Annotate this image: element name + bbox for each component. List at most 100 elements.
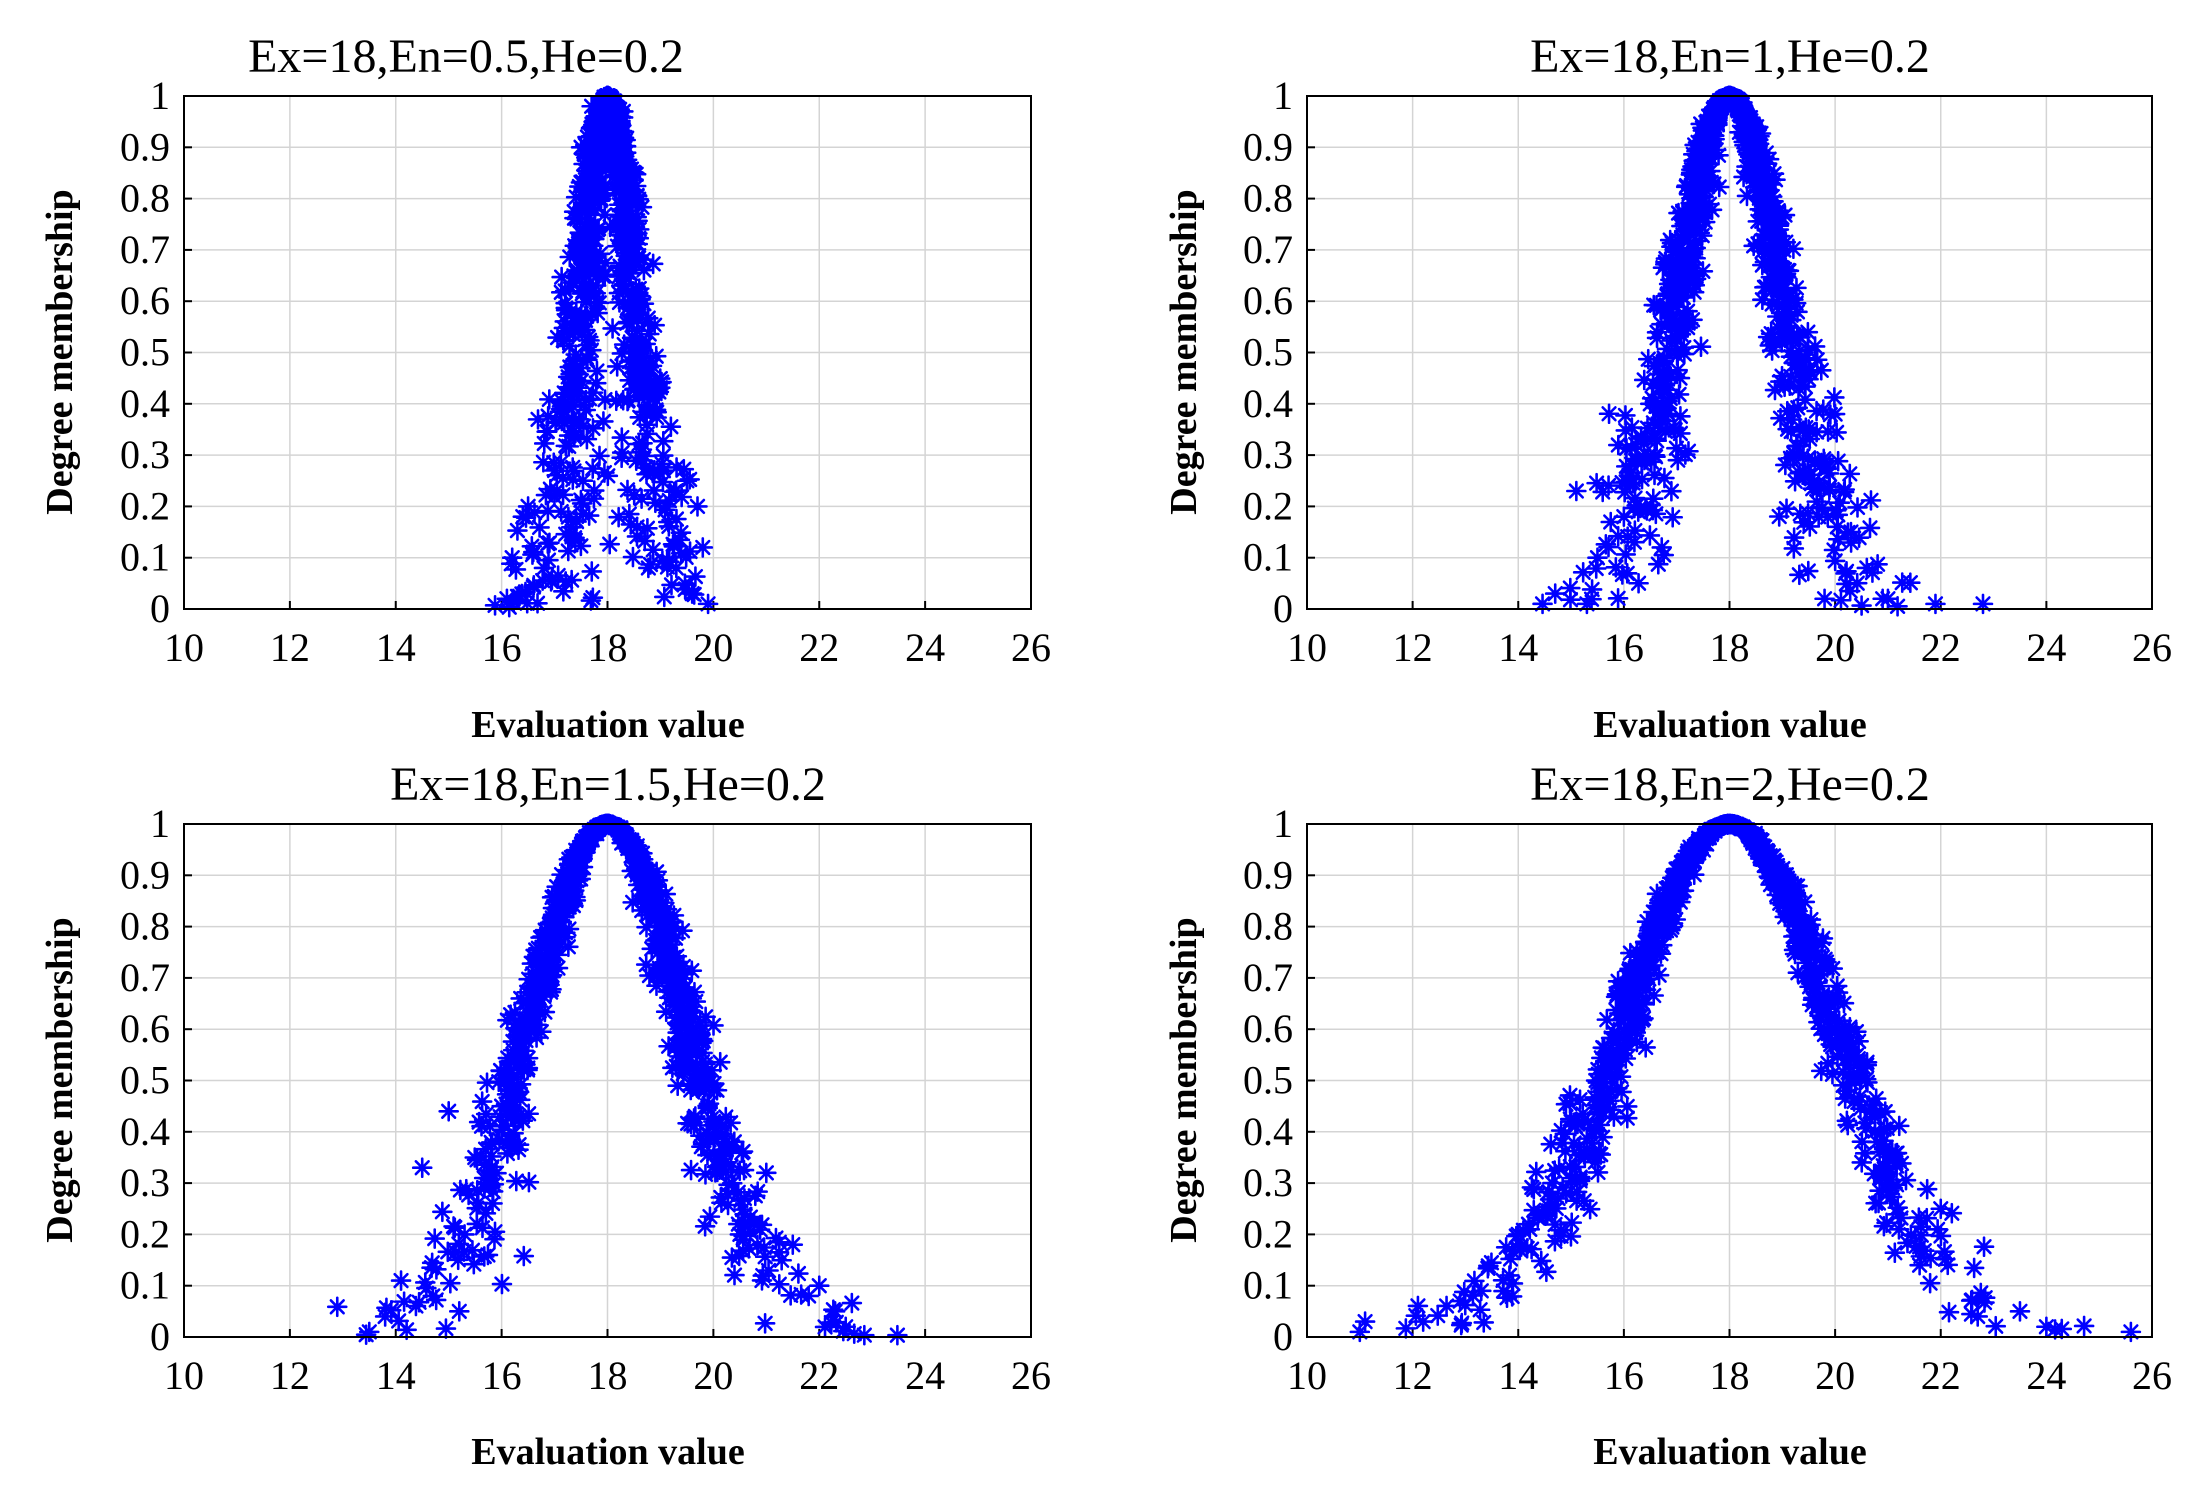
cloud-drop <box>1851 1131 1873 1152</box>
cloud-drop <box>1700 823 1722 844</box>
cloud-drop <box>1796 913 1817 935</box>
cloud-drop <box>479 1115 501 1137</box>
cloud-drop <box>738 1238 760 1259</box>
data-point <box>1412 1311 1434 1332</box>
cloud-drop <box>717 1194 739 1216</box>
cloud-drop <box>1846 572 1868 594</box>
y-tick-label: 1 <box>1273 73 1293 118</box>
cloud-drop <box>582 418 604 439</box>
cloud-drop <box>631 488 652 510</box>
cloud-drop <box>1811 932 1832 954</box>
cloud-drop <box>667 1022 688 1043</box>
cloud-drop <box>1694 211 1716 233</box>
cloud-drop <box>1674 343 1695 365</box>
cloud-drop <box>675 1009 696 1031</box>
cloud-drop <box>1692 186 1713 208</box>
plot-frame <box>183 823 1032 1338</box>
cloud-drop <box>1586 472 1607 494</box>
cloud-drop <box>1833 992 1855 1014</box>
data-point <box>1354 1311 1376 1332</box>
cloud-drop <box>1603 1022 1625 1044</box>
cloud-drop <box>1643 932 1665 953</box>
cloud-drop <box>1775 231 1797 253</box>
cloud-drop <box>1848 1091 1870 1112</box>
cloud-drop <box>1642 373 1664 394</box>
cloud-drop <box>629 381 651 402</box>
cloud-drop <box>1773 239 1795 261</box>
cloud-drop <box>1620 942 1641 964</box>
plot-frame <box>1306 823 2153 1338</box>
cloud-drop <box>635 457 657 478</box>
cloud-drop <box>674 1059 695 1081</box>
cloud-drop <box>1536 1261 1557 1283</box>
cloud-drop <box>504 1002 526 1023</box>
cloud-drop <box>1930 1225 1952 1247</box>
cloud-drop <box>1627 1014 1648 1035</box>
cloud-drop <box>1608 1038 1629 1059</box>
cloud-drop <box>709 1051 731 1073</box>
cloud-drop <box>1725 815 1746 836</box>
cloud-drop <box>1677 317 1698 338</box>
cloud-drop <box>507 586 528 607</box>
x-tick-label: 20 <box>693 625 733 670</box>
cloud-drop <box>611 447 632 469</box>
cloud-drop <box>628 433 650 455</box>
plot-frame <box>1306 95 2153 610</box>
cloud-drop <box>1686 844 1708 866</box>
cloud-drop <box>562 355 584 376</box>
cloud-drop <box>563 426 585 448</box>
cloud-drop <box>599 533 621 555</box>
grid <box>183 823 1032 1338</box>
cloud-drop <box>1794 465 1815 486</box>
cloud-drop <box>1768 219 1790 240</box>
cloud-drop <box>1834 1088 1856 1109</box>
data-point <box>1544 583 1566 604</box>
scatter-panel-en-0-5: Ex=18,En=0.5,He=0.2 10 12 14 16 18 20 22 24 26 0… <box>39 30 1051 746</box>
cloud-drop <box>1763 163 1785 185</box>
cloud-drop <box>495 1093 517 1115</box>
cloud-drop <box>1667 339 1688 361</box>
cloud-drop <box>1659 388 1681 409</box>
cloud-drop <box>655 1001 677 1023</box>
cloud-drop <box>1572 562 1594 583</box>
data-point <box>1745 137 1767 158</box>
cloud-drop <box>568 319 589 341</box>
cloud-drop <box>521 535 543 557</box>
cloud-drop <box>565 875 587 896</box>
cloud-drop <box>490 1060 511 1081</box>
cloud-drop <box>645 492 666 514</box>
data-point <box>1349 1321 1371 1343</box>
x-tick-labels: 10 12 14 16 18 20 22 24 26 <box>1287 625 2172 670</box>
cloud-drop <box>1635 1037 1656 1058</box>
x-tick-label: 18 <box>588 1353 628 1398</box>
cloud-drop <box>1656 398 1677 419</box>
cloud-drop <box>557 395 579 417</box>
cloud-drop <box>582 458 604 479</box>
cloud-drop <box>616 312 638 334</box>
cloud-drop <box>1615 544 1637 565</box>
cloud-drop <box>731 1210 753 1231</box>
cloud-drop <box>1827 504 1849 526</box>
cloud-drop <box>1808 472 1830 493</box>
x-tick-label: 22 <box>1921 625 1961 670</box>
cloud-drop <box>1643 901 1664 923</box>
cloud-drop <box>609 292 630 313</box>
cloud-drop <box>1620 462 1641 483</box>
cloud-drop <box>646 401 668 423</box>
cloud-drop <box>1808 989 1830 1011</box>
cloud-drop <box>1797 560 1819 582</box>
cloud-drop <box>1771 332 1793 353</box>
cloud-drop <box>1754 201 1775 223</box>
cloud-drop <box>635 954 657 975</box>
x-tick-label: 10 <box>1287 625 1327 670</box>
cloud-drop <box>472 1217 493 1239</box>
cloud-drop <box>1615 420 1637 441</box>
cloud-drop <box>672 920 693 941</box>
cloud-drop <box>1652 257 1674 278</box>
cloud-drop <box>1786 277 1807 299</box>
cloud-drop <box>478 1172 500 1194</box>
cloud-drop <box>1685 247 1706 269</box>
y-tick-label: 0.3 <box>120 1160 170 1205</box>
cloud-drop <box>1886 1174 1907 1196</box>
x-tick-label: 26 <box>1011 1353 1051 1398</box>
